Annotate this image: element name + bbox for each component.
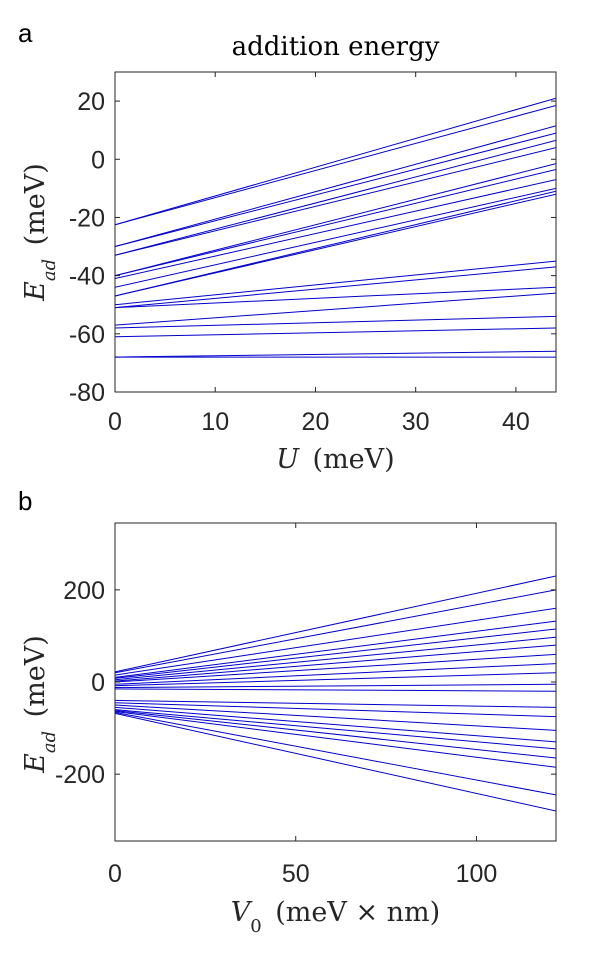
y-tick-label: -40 xyxy=(69,263,105,291)
series-line-3 xyxy=(115,607,556,676)
series-line-10 xyxy=(115,672,556,687)
x-axis-label: V0 (meV × nm) xyxy=(231,897,440,937)
series-line-7 xyxy=(115,163,556,277)
series-line-19 xyxy=(115,350,556,358)
series-line-8 xyxy=(115,168,556,277)
y-tick-label: -20 xyxy=(69,204,105,232)
series-line-16 xyxy=(115,292,556,326)
plot-frame xyxy=(114,522,557,842)
x-tick-label: 10 xyxy=(201,408,229,436)
series-line-16 xyxy=(115,706,556,743)
y-axis-label: Ead (meV) xyxy=(20,163,60,302)
series-line-20 xyxy=(115,711,556,796)
series-line-1 xyxy=(115,575,556,673)
series-line-3 xyxy=(115,125,556,248)
y-tick-label: -80 xyxy=(69,379,105,407)
series-line-6 xyxy=(115,636,556,681)
y-tick-label: 20 xyxy=(77,88,105,116)
series-line-2 xyxy=(115,589,556,674)
series-line-5 xyxy=(115,628,556,679)
series-line-17 xyxy=(115,709,556,750)
x-tick-label: 40 xyxy=(502,408,530,436)
series-line-19 xyxy=(115,711,556,768)
x-tick-label: 100 xyxy=(456,860,498,888)
chart-title: addition energy xyxy=(232,32,440,62)
series-line-18 xyxy=(115,710,556,759)
panel-b: b 0 50 100 -200 0 200 V0 (meV × nm) Ead (meV) xyxy=(18,486,557,937)
series-line-9 xyxy=(115,663,556,685)
series-line-13 xyxy=(115,699,556,708)
x-tick-label: 0 xyxy=(108,408,122,436)
series-line-17 xyxy=(115,315,556,329)
series-line-6 xyxy=(115,147,556,256)
y-tick-label: 0 xyxy=(91,146,105,174)
x-tick-label: 30 xyxy=(402,408,430,436)
series-line-15 xyxy=(115,286,556,309)
series-line-12 xyxy=(115,193,556,297)
series-group xyxy=(115,575,556,812)
series-line-14 xyxy=(115,702,556,718)
series-line-14 xyxy=(115,266,556,309)
series-line-4 xyxy=(115,132,556,248)
panel-a: a addition energy 0 10 20 30 40 -80 -60 -40 -20 0 20… xyxy=(18,18,557,475)
y-tick-label: -200 xyxy=(55,761,105,789)
series-line-12 xyxy=(115,688,556,692)
series-line-4 xyxy=(115,620,556,678)
y-tick-label: 200 xyxy=(63,577,105,605)
series-line-18 xyxy=(115,327,556,338)
y-tick-label: 0 xyxy=(91,669,105,697)
y-tick-label: -60 xyxy=(69,321,105,349)
plot-frame xyxy=(114,71,557,393)
series-group xyxy=(115,97,556,358)
series-line-2 xyxy=(115,104,556,226)
x-tick-label: 50 xyxy=(282,860,310,888)
series-line-21 xyxy=(115,712,556,812)
series-line-5 xyxy=(115,139,556,256)
series-line-1 xyxy=(115,97,556,226)
series-line-15 xyxy=(115,704,556,731)
x-tick-label: 20 xyxy=(302,408,330,436)
x-tick-label: 0 xyxy=(108,860,122,888)
series-line-10 xyxy=(115,187,556,288)
series-line-8 xyxy=(115,653,556,683)
series-line-7 xyxy=(115,644,556,682)
panel-letter: b xyxy=(18,486,32,516)
y-axis-label: Ead (meV) xyxy=(20,635,60,774)
panel-letter: a xyxy=(18,18,33,48)
series-line-9 xyxy=(115,179,556,280)
x-axis-label: U (meV) xyxy=(276,444,394,475)
series-line-13 xyxy=(115,260,556,306)
series-line-11 xyxy=(115,683,556,689)
